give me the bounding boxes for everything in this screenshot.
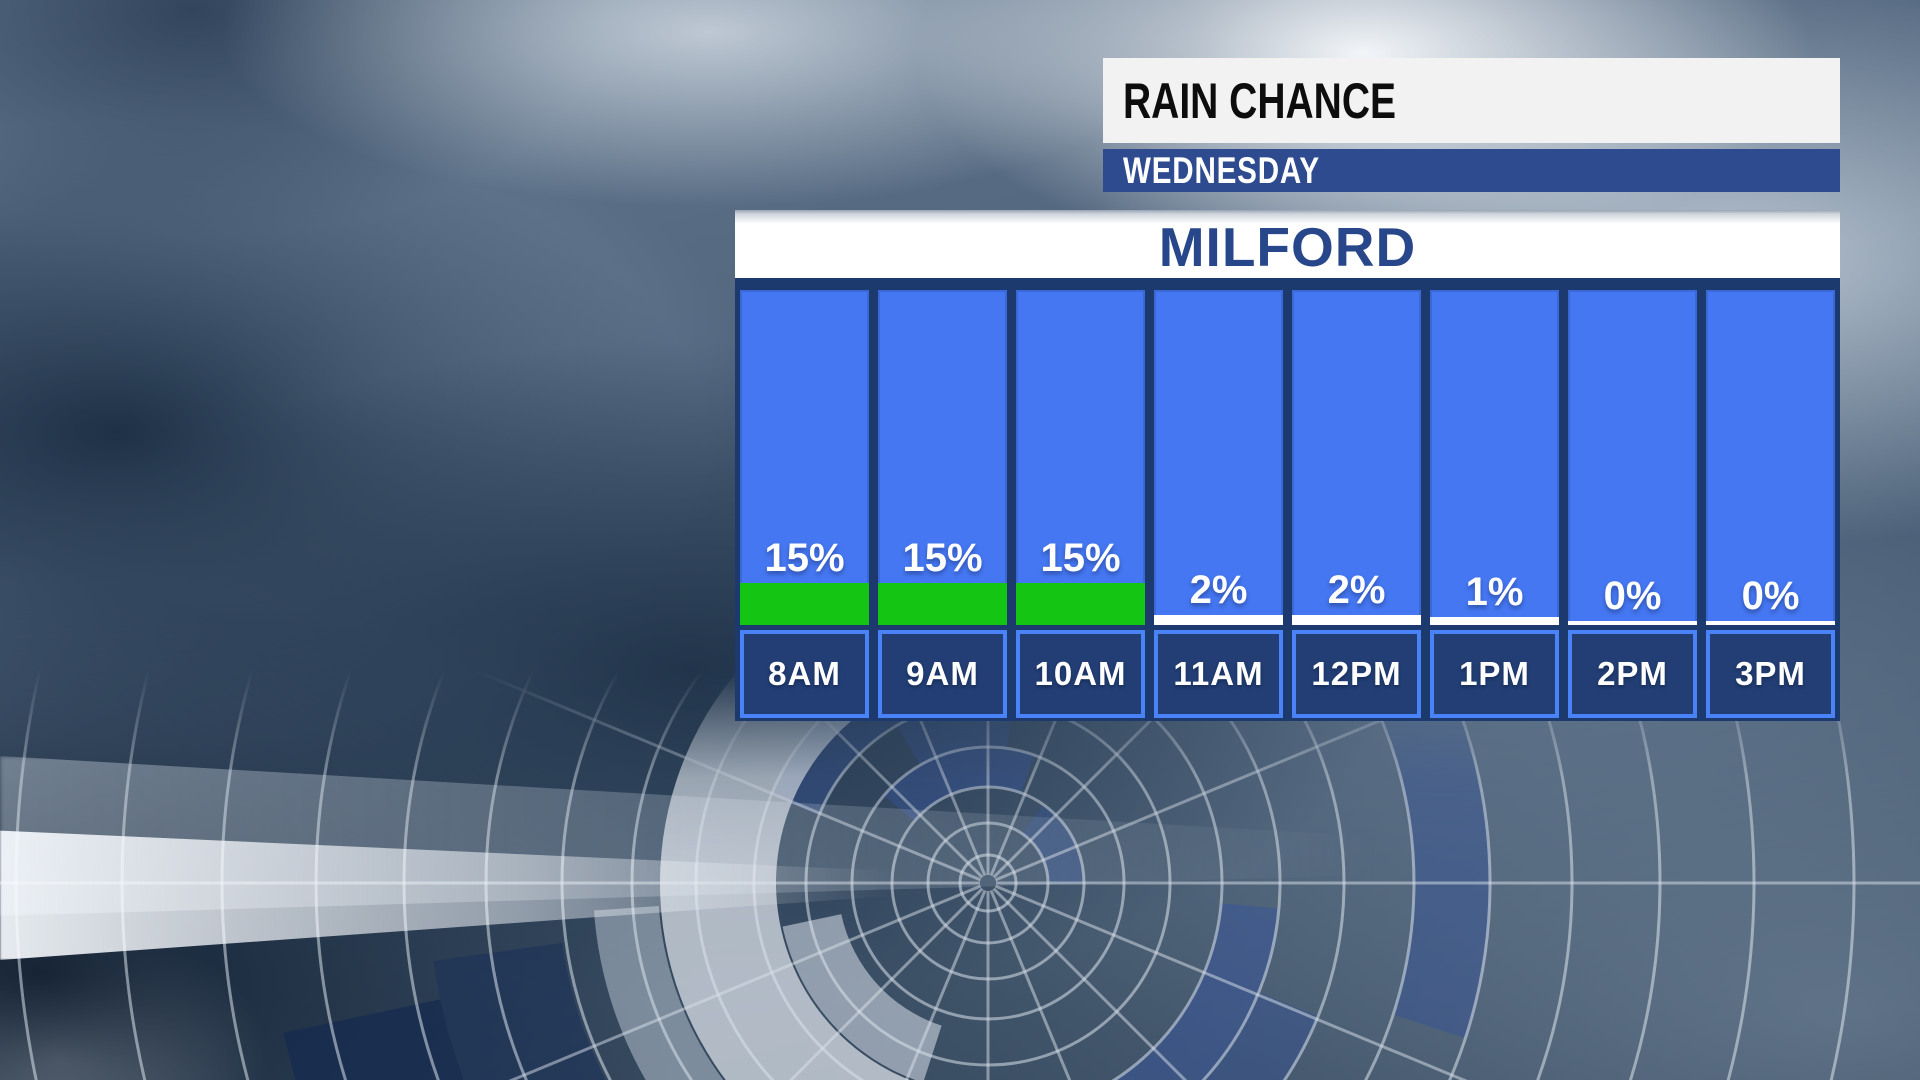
- rain-chance-value: 15%: [1040, 536, 1121, 580]
- hour-label-cell: 1PM: [1430, 630, 1559, 718]
- location-band: MILFORD: [735, 210, 1840, 278]
- location-text: MILFORD: [1158, 216, 1417, 278]
- rain-chance-value: 0%: [1741, 574, 1800, 618]
- hour-column: 0% 2PM: [1568, 290, 1697, 718]
- rain-bar: [1292, 615, 1421, 625]
- hour-label-cell: 11AM: [1154, 630, 1283, 718]
- rain-bar: [1016, 583, 1145, 625]
- hour-column: 15% 8AM: [740, 290, 869, 718]
- hour-label-cell: 3PM: [1706, 630, 1835, 718]
- rain-bar: [740, 583, 869, 625]
- hour-label-cell: 8AM: [740, 630, 869, 718]
- title-banner: RAIN CHANCE: [1103, 58, 1840, 143]
- hourly-bar-chart: 15% 8AM 15% 9AM 15% 10AM 2% 11AM 2% 12PM 1% 1PM 0% 2P…: [735, 278, 1840, 721]
- hour-label: 12PM: [1311, 655, 1402, 692]
- hour-label-cell: 10AM: [1016, 630, 1145, 718]
- hour-label-cell: 2PM: [1568, 630, 1697, 718]
- rain-bar-zone: 1%: [1430, 290, 1559, 625]
- day-text: WEDNESDAY: [1123, 149, 1320, 191]
- rain-bar-zone: 15%: [1016, 290, 1145, 625]
- rain-chance-value: 15%: [902, 536, 983, 580]
- rain-bar: [878, 583, 1007, 625]
- rain-chance-value: 0%: [1603, 574, 1662, 618]
- rain-chance-value: 1%: [1465, 570, 1524, 614]
- hour-column: 2% 12PM: [1292, 290, 1421, 718]
- hour-column: 0% 3PM: [1706, 290, 1835, 718]
- hour-column: 2% 11AM: [1154, 290, 1283, 718]
- hour-label: 1PM: [1459, 655, 1530, 692]
- rain-bar-zone: 15%: [878, 290, 1007, 625]
- day-banner: WEDNESDAY: [1103, 149, 1840, 192]
- rain-chance-panel: MILFORD 15% 8AM 15% 9AM 15% 10AM 2% 11AM 2% 12PM 1…: [735, 210, 1840, 721]
- hour-label: 11AM: [1173, 655, 1264, 692]
- hour-label: 2PM: [1597, 655, 1668, 692]
- rain-bar-zone: 2%: [1154, 290, 1283, 625]
- hour-label: 9AM: [906, 655, 979, 692]
- rain-bar-zone: 2%: [1292, 290, 1421, 625]
- hour-label-cell: 9AM: [878, 630, 1007, 718]
- hour-label: 8AM: [768, 655, 841, 692]
- rain-bar: [1154, 615, 1283, 625]
- hour-column: 15% 9AM: [878, 290, 1007, 718]
- rain-bar: [1430, 617, 1559, 625]
- rain-bar-zone: 0%: [1706, 290, 1835, 625]
- rain-bar: [1706, 621, 1835, 625]
- hour-label-cell: 12PM: [1292, 630, 1421, 718]
- rain-bar-zone: 15%: [740, 290, 869, 625]
- rain-bar: [1568, 621, 1697, 625]
- hour-label: 10AM: [1034, 655, 1127, 692]
- title-text: RAIN CHANCE: [1123, 72, 1396, 129]
- rain-bar-zone: 0%: [1568, 290, 1697, 625]
- hour-label: 3PM: [1735, 655, 1806, 692]
- rain-chance-value: 2%: [1189, 568, 1248, 612]
- rain-chance-value: 15%: [764, 536, 845, 580]
- hour-column: 1% 1PM: [1430, 290, 1559, 718]
- hour-column: 15% 10AM: [1016, 290, 1145, 718]
- rain-chance-value: 2%: [1327, 568, 1386, 612]
